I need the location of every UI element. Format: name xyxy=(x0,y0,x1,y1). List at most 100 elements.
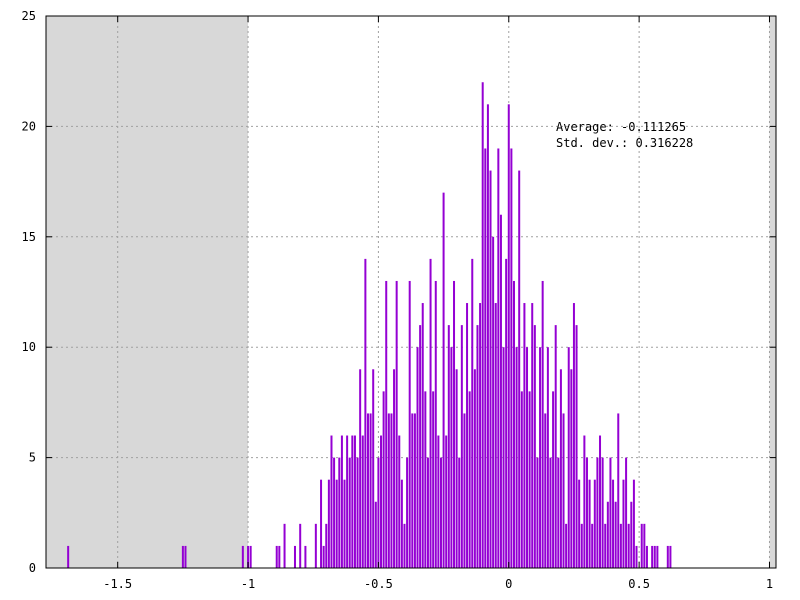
histogram-bar xyxy=(591,523,594,568)
histogram-bar xyxy=(67,545,70,568)
histogram-bar xyxy=(247,545,250,568)
histogram-bar xyxy=(635,545,638,568)
histogram-bar xyxy=(278,545,281,568)
std-dev-annotation: Std. dev.: 0.316228 xyxy=(556,136,693,150)
histogram-bar xyxy=(398,435,401,568)
histogram-bar xyxy=(546,347,549,568)
histogram-bar xyxy=(429,258,432,568)
histogram-bar xyxy=(299,523,302,568)
histogram-bar xyxy=(327,479,330,568)
histogram-bar xyxy=(463,413,466,568)
histogram-bar xyxy=(241,545,244,568)
histogram-bar xyxy=(275,545,278,568)
histogram-bar xyxy=(314,523,317,568)
histogram-bar xyxy=(497,148,500,569)
histogram-bar xyxy=(353,435,356,568)
histogram-bar xyxy=(653,545,656,568)
histogram-bar xyxy=(565,523,568,568)
histogram-bar xyxy=(507,104,510,568)
histogram-bar xyxy=(604,523,607,568)
histogram-bar xyxy=(645,545,648,568)
histogram-bar xyxy=(432,391,435,568)
histogram-bar xyxy=(625,457,628,568)
x-tick-label: -1.5 xyxy=(103,577,132,591)
x-tick-label: 0.5 xyxy=(628,577,650,591)
histogram-bar xyxy=(502,347,505,568)
histogram-bar xyxy=(453,280,456,568)
histogram-bar xyxy=(293,545,296,568)
plot-frame xyxy=(45,15,777,569)
histogram-bar xyxy=(559,369,562,568)
histogram-bar xyxy=(304,545,307,568)
histogram-bar xyxy=(343,479,346,568)
histogram-bar xyxy=(533,325,536,568)
histogram-bar xyxy=(593,479,596,568)
histogram-bar xyxy=(322,545,325,568)
histogram-bar xyxy=(489,170,492,568)
histogram-bar xyxy=(622,479,625,568)
histogram-bar xyxy=(387,413,390,568)
x-tick-label: -1 xyxy=(241,577,255,591)
histogram-bar xyxy=(382,391,385,568)
histogram-bar xyxy=(380,435,383,568)
histogram-bar xyxy=(403,523,406,568)
histogram-bar xyxy=(549,457,552,568)
histogram-bar xyxy=(439,457,442,568)
histogram-bar xyxy=(481,82,484,569)
histogram-bar xyxy=(554,325,557,568)
histogram-bar xyxy=(486,104,489,568)
histogram-bar xyxy=(578,479,581,568)
histogram-bars xyxy=(67,82,672,569)
shaded-region xyxy=(46,16,249,568)
histogram-bar xyxy=(643,523,646,568)
histogram-bar xyxy=(572,303,575,568)
shaded-regions xyxy=(46,16,776,568)
histogram-bar xyxy=(437,435,440,568)
histogram-bar xyxy=(606,501,609,568)
histogram-bar xyxy=(544,413,547,568)
histogram-bar xyxy=(424,391,427,568)
histogram-bar xyxy=(484,148,487,569)
histogram-bar xyxy=(466,303,469,568)
histogram-bar xyxy=(442,192,445,568)
histogram-bar xyxy=(536,457,539,568)
histogram-bar xyxy=(351,435,354,568)
histogram-bar xyxy=(356,457,359,568)
histogram-bar xyxy=(531,303,534,568)
histogram-bar xyxy=(450,347,453,568)
histogram-bar xyxy=(599,435,602,568)
histogram-bar xyxy=(575,325,578,568)
histogram-bar xyxy=(184,545,187,568)
histogram-bar xyxy=(419,325,422,568)
histogram-bar xyxy=(526,347,529,568)
y-tick-label: 10 xyxy=(22,340,36,354)
histogram-bar xyxy=(580,523,583,568)
histogram-bar xyxy=(421,303,424,568)
histogram-bar xyxy=(460,325,463,568)
histogram-bar xyxy=(395,280,398,568)
histogram-bar xyxy=(338,457,341,568)
histogram-bar xyxy=(413,413,416,568)
y-tick-label: 5 xyxy=(29,451,36,465)
histogram-bar xyxy=(473,369,476,568)
histogram-bar xyxy=(510,148,513,569)
histogram-bar xyxy=(390,413,393,568)
histogram-bar xyxy=(627,523,630,568)
y-tick-label: 0 xyxy=(29,561,36,575)
histogram-bar xyxy=(619,523,622,568)
histogram-bar xyxy=(583,435,586,568)
histogram-bar xyxy=(518,170,521,568)
histogram-bar xyxy=(455,369,458,568)
histogram-bar xyxy=(348,457,351,568)
histogram-bar xyxy=(596,457,599,568)
histogram-bar xyxy=(541,280,544,568)
histogram-bar xyxy=(340,435,343,568)
histogram-bar xyxy=(539,347,542,568)
histogram-bar xyxy=(570,369,573,568)
histogram-bar xyxy=(609,457,612,568)
histogram-bar xyxy=(612,479,615,568)
histogram-bar xyxy=(656,545,659,568)
histogram-bar xyxy=(499,214,502,568)
histogram-bar xyxy=(447,325,450,568)
histogram-bar xyxy=(468,391,471,568)
